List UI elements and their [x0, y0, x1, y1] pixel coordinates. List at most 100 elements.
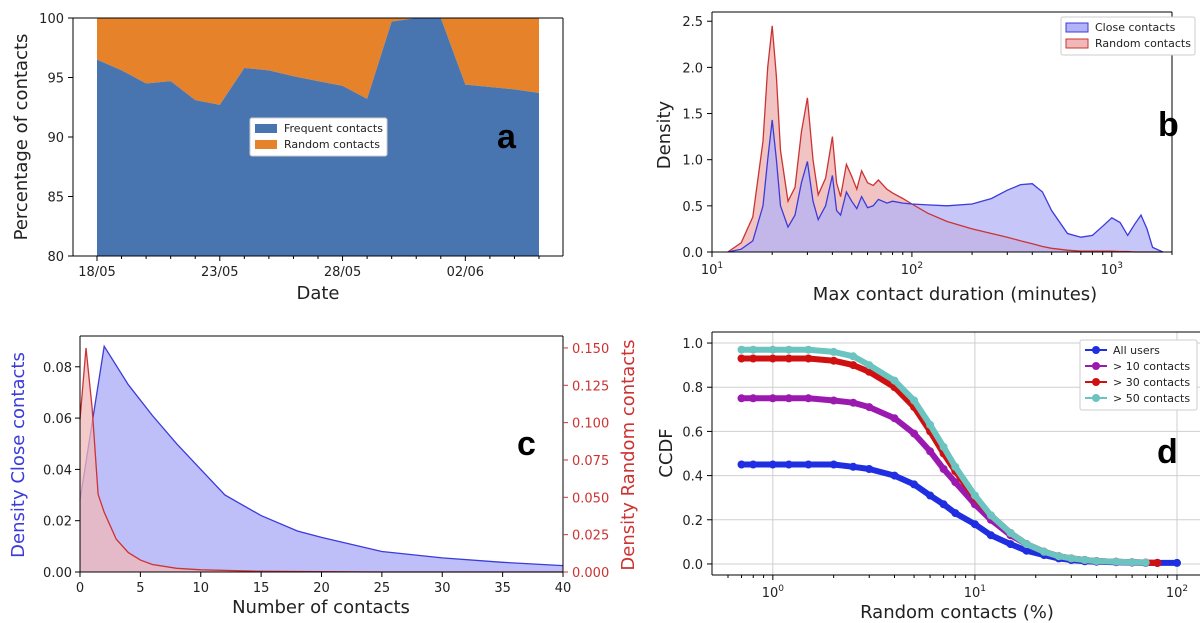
- legend-swatch-frequent: [255, 124, 277, 133]
- panel-d-series: [737, 345, 1181, 567]
- point-gt30: [768, 354, 777, 363]
- panel-letter-a: a: [497, 118, 517, 156]
- panel-b-legend: Close contacts Random contacts: [1060, 16, 1196, 56]
- panel-c-ytick-right-label: 0.025: [572, 529, 609, 544]
- panel-a-ytick-label: 80: [47, 250, 64, 265]
- point-gt10: [890, 414, 899, 423]
- point-all-users: [939, 500, 948, 509]
- area-close-contacts-c: [80, 346, 563, 572]
- point-gt50: [865, 361, 874, 370]
- panel-b-ytick-label: 0.0: [682, 246, 703, 261]
- panel-a-xlabel: Date: [296, 283, 339, 304]
- panel-a-legend-box: [249, 117, 388, 157]
- legend-random-b: Random contacts: [1095, 37, 1191, 50]
- legend-marker-gt10: [1092, 362, 1100, 370]
- point-gt50: [951, 462, 960, 471]
- panel-a-ylabel: Percentage of contacts: [11, 34, 32, 241]
- point-all-users: [970, 520, 979, 529]
- legend-swatch-random: [255, 140, 277, 149]
- point-gt10: [926, 447, 935, 456]
- legend-close: Close contacts: [1095, 21, 1176, 34]
- line-close-contacts-c: [79, 344, 564, 567]
- point-all-users: [1006, 540, 1015, 549]
- point-gt10: [829, 396, 838, 405]
- panel-a-xtick-label: 23/05: [201, 265, 238, 280]
- line-close-contacts-b: [727, 119, 1164, 253]
- panel-c-ytick-label: 0.00: [43, 566, 72, 581]
- point-all-users: [951, 509, 960, 518]
- panel-d-x-ticks: 100 101 102: [727, 575, 1188, 601]
- panel-c-ylabel-left: Density Close contacts: [8, 352, 29, 558]
- panel-c-xtick-label: 15: [253, 581, 270, 596]
- panel-a-y-ticks: 80 85 90 95 100: [39, 12, 73, 265]
- point-gt50: [829, 347, 838, 356]
- panel-b-xtick-label: 101: [701, 261, 723, 278]
- panel-letter-d: d: [1157, 433, 1178, 471]
- point-all-users: [804, 460, 813, 469]
- panel-letter-c: c: [517, 425, 536, 463]
- legend-marker-gt50: [1092, 394, 1100, 402]
- point-all-users: [910, 480, 919, 489]
- point-all-users: [865, 465, 874, 473]
- point-gt50: [1067, 554, 1076, 563]
- point-gt10: [749, 394, 758, 403]
- point-gt50: [849, 352, 858, 361]
- series-line-gt10: [738, 395, 1161, 566]
- point-gt50: [1006, 529, 1015, 537]
- legend-marker-gt30: [1092, 378, 1100, 386]
- panel-d-ytick-label: 0.4: [682, 470, 703, 485]
- panel-c-xtick-label: 20: [313, 581, 330, 596]
- line-random-contacts-b: [727, 25, 1163, 253]
- point-gt50: [986, 511, 995, 520]
- area-random-contacts-b: [727, 25, 1163, 252]
- panel-b-y-ticks: 0.0 0.5 1.0 1.5 2.0 2.5: [682, 15, 712, 261]
- point-gt10: [849, 398, 858, 407]
- point-gt50: [737, 345, 746, 354]
- point-all-users: [749, 460, 758, 469]
- point-gt50: [1080, 556, 1089, 564]
- panel-c-xtick-label: 25: [374, 581, 391, 596]
- panel-a-ytick-label: 95: [47, 72, 64, 87]
- panel-c-y-ticks-left: 0.00 0.02 0.04 0.06 0.08: [43, 361, 80, 581]
- panel-a-xtick-label: 18/05: [78, 265, 115, 280]
- panel-c-ytick-right-label: 0.000: [572, 566, 609, 581]
- panel-b-ytick-label: 2.5: [682, 15, 703, 30]
- legend-label-gt30: > 30 contacts: [1113, 376, 1190, 389]
- point-all-users: [849, 462, 858, 471]
- point-gt50: [1112, 557, 1121, 566]
- point-gt50: [768, 345, 777, 354]
- point-gt50: [784, 345, 793, 354]
- legend-marker-all-users: [1092, 346, 1100, 354]
- point-gt10: [865, 403, 874, 412]
- panel-d-legend-box: [1079, 339, 1198, 411]
- panel-d-xtick-label: 102: [1166, 584, 1188, 601]
- panel-c-xtick-label: 0: [76, 581, 84, 596]
- panel-c-x-ticks: 0 5 10 15 20 25 30 35 40: [76, 572, 571, 596]
- point-all-users: [926, 491, 935, 500]
- point-gt50: [1128, 558, 1137, 567]
- point-gt10: [737, 394, 746, 403]
- point-all-users: [768, 460, 777, 469]
- panel-d-ytick-label: 0.8: [682, 381, 703, 396]
- point-all-users: [890, 471, 899, 480]
- panel-b-ylabel: Density: [654, 100, 675, 169]
- point-gt50: [1022, 540, 1031, 549]
- legend-swatch-random-b: [1065, 38, 1089, 49]
- panel-c-xlabel: Number of contacts: [232, 597, 410, 618]
- area-random-contacts: [97, 18, 539, 105]
- point-gt30: [804, 354, 813, 363]
- panel-d: 0.0 0.2 0.4 0.6 0.8 1.0 100 101 102 Random cont…: [656, 331, 1200, 623]
- point-gt50: [910, 396, 919, 405]
- panel-d-ytick-label: 1.0: [682, 337, 703, 352]
- panel-d-ytick-label: 0.6: [682, 425, 703, 440]
- panel-b-ytick-label: 0.5: [682, 200, 703, 215]
- area-close-contacts-b: [727, 120, 1163, 252]
- panel-c-xtick-label: 5: [136, 581, 144, 596]
- point-gt50: [1040, 547, 1049, 556]
- panel-c-y-ticks-right: 0.000 0.025 0.050 0.075 0.100 0.125 0.150: [563, 342, 609, 581]
- point-gt10: [910, 429, 919, 438]
- panel-c-xtick-label: 10: [192, 581, 209, 596]
- panel-a-x-ticks: 18/05 23/05 28/05 02/06: [78, 256, 540, 280]
- panel-c-ylabel-right: Density Random contacts: [618, 339, 639, 570]
